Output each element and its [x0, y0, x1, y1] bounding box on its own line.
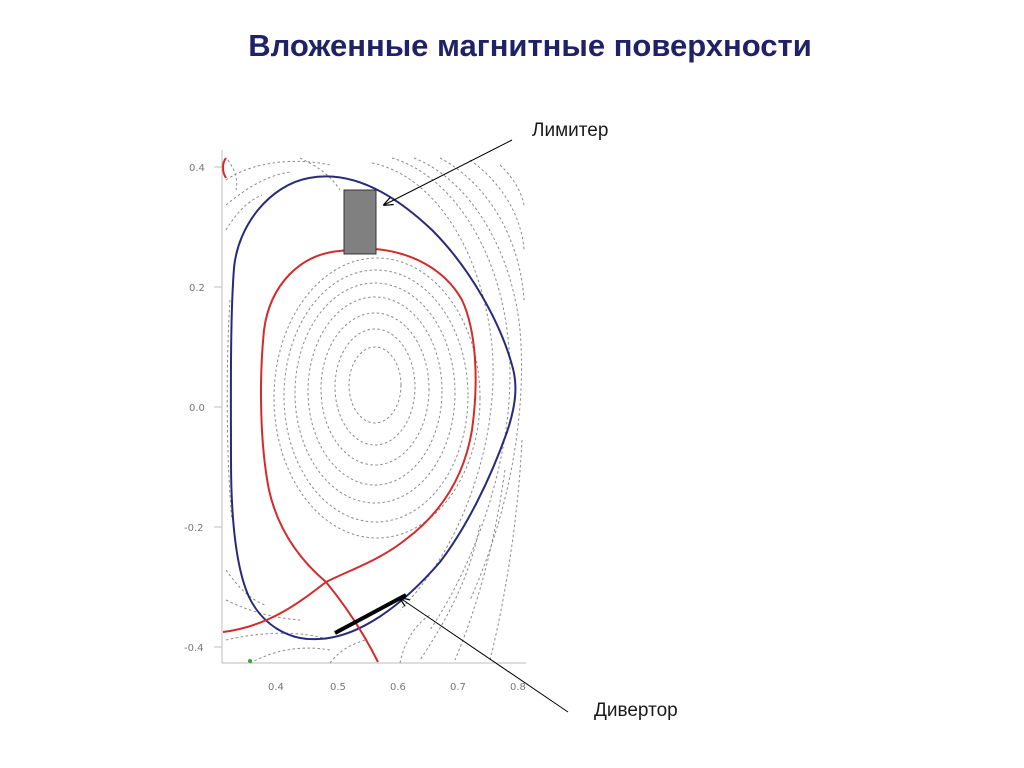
- y-tick-label: -0.2: [184, 523, 204, 534]
- y-axis-labels: 0.4 0.2 0.0 -0.2 -0.4: [184, 163, 205, 654]
- x-tick-label: 0.5: [330, 682, 346, 693]
- divertor-plate: [334, 593, 407, 635]
- x-tick-label: 0.6: [390, 682, 406, 693]
- origin-marker: [248, 659, 252, 663]
- y-axis-ticks: [214, 166, 222, 648]
- limiter-block: [343, 189, 377, 255]
- y-tick-label: 0.2: [189, 283, 205, 294]
- outer-boundary-surface: [229, 175, 517, 641]
- separatrix-leg-right: [325, 581, 379, 663]
- coil-marker: [222, 157, 227, 179]
- separatrix-surface: [260, 247, 477, 584]
- slide-title: Вложенные магнитные поверхности: [248, 28, 812, 63]
- limiter-label: Лимитер: [532, 120, 609, 141]
- separatrix-leg-left: [222, 581, 327, 633]
- x-axis-labels: 0.4 0.5 0.6 0.7 0.8: [268, 682, 526, 693]
- y-tick-label: 0.4: [189, 163, 205, 174]
- x-tick-label: 0.7: [450, 682, 466, 693]
- y-tick-label: -0.4: [184, 643, 204, 654]
- y-tick-label: 0.0: [189, 403, 205, 414]
- x-tick-label: 0.4: [268, 682, 284, 693]
- x-tick-label: 0.8: [510, 682, 526, 693]
- flux-surface-contours: [225, 157, 525, 664]
- divertor-arrow: [400, 598, 569, 713]
- limiter-arrow: [384, 139, 513, 205]
- divertor-label: Дивертор: [594, 700, 678, 721]
